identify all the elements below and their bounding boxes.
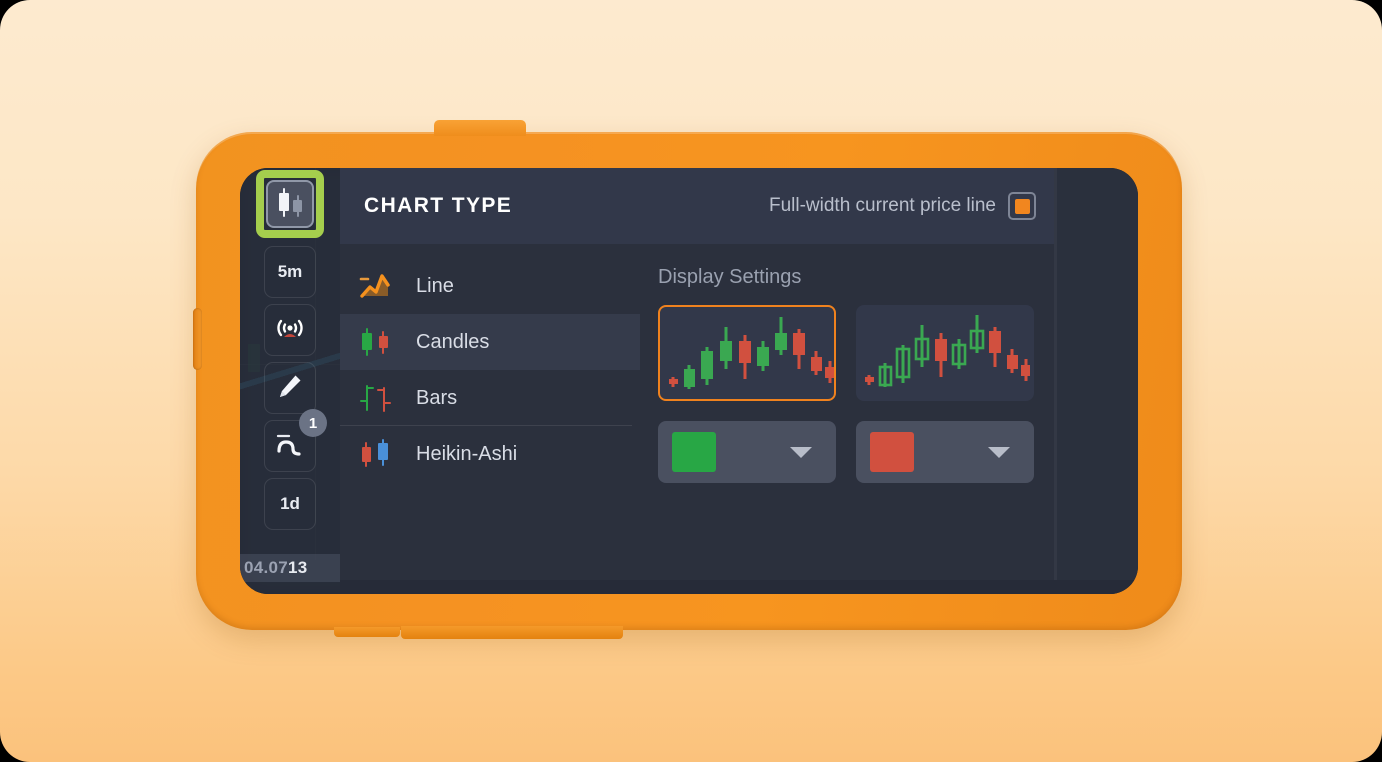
panel-bottom-edge [340,580,1138,594]
phone-side-button[interactable] [193,308,202,370]
bull-color-picker[interactable] [658,421,836,483]
color-picker-row [658,421,1054,483]
hollow-candles-preview[interactable] [856,305,1034,401]
sidebar-item-chart-type[interactable] [264,178,316,230]
filled-candles-preview[interactable] [658,305,836,401]
candle-icon [266,180,314,228]
chevron-down-icon[interactable] [988,447,1010,458]
chart-type-label: Bars [416,386,458,409]
checkbox-checked-icon[interactable] [1008,192,1036,220]
indicator-count-badge: 1 [299,409,327,437]
sidebar-item-alerts[interactable] [264,304,316,356]
pencil-icon [275,371,305,406]
bull-color-swatch [672,432,716,472]
time-axis-label: 04.07 13 [240,554,342,582]
bars-icon [358,381,396,415]
bear-color-picker[interactable] [856,421,1034,483]
sidebar-item-label: 1d [280,494,300,513]
sidebar-item-timeframe-5m[interactable]: 5m [264,246,316,298]
filled-candle-chart [669,317,834,389]
sidebar-item-timeframe-1d[interactable]: 1d [264,478,316,530]
chart-type-panel: CHART TYPE Full-width current price line [340,168,1054,594]
sidebar-item-drawing-tools[interactable] [264,362,316,414]
panel-header: CHART TYPE Full-width current price line [340,168,1054,244]
sidebar-item-label: 5m [277,262,303,281]
full-width-price-line-toggle[interactable]: Full-width current price line [769,168,1036,244]
panel-body: Line Candles [340,244,1054,594]
panel-right-gutter [1054,168,1138,594]
chart-type-label: Candles [416,330,490,353]
chart-type-option-heikin-ashi[interactable]: Heikin-Ashi [340,426,640,482]
phone-frame: 5m [193,120,1182,639]
highlight-box [256,170,324,238]
chart-type-label: Heikin-Ashi [416,442,518,465]
page-title: CHART TYPE [364,194,513,217]
chart-type-label: Line [416,274,454,297]
panel-edge-divider [1054,168,1057,594]
chevron-down-icon[interactable] [790,447,812,458]
wave-icon [273,429,307,464]
phone-bottom-button-1[interactable] [334,627,400,637]
checkbox-fill [1014,198,1030,214]
chart-type-option-line[interactable]: Line [340,258,640,314]
full-width-price-line-label: Full-width current price line [768,195,996,216]
candle-style-preview-row [658,305,1054,401]
sidebar-item-indicators[interactable]: 1 [264,409,327,472]
time-axis-hour: 13 [288,558,308,577]
chart-type-list: Line Candles [340,244,640,594]
line-chart-icon [358,269,396,303]
phone-bottom-button-3[interactable] [486,626,623,639]
phone-bottom-button-2[interactable] [401,626,499,639]
phone-screen: 5m [240,168,1138,594]
chart-toolbar: 5m [240,168,342,594]
chart-type-option-bars[interactable]: Bars [340,370,640,426]
candles-icon [358,325,396,359]
display-settings-title: Display Settings [658,266,802,288]
chart-type-option-candles[interactable]: Candles [340,314,640,370]
display-settings-section: Display Settings [640,244,1054,594]
heikin-ashi-icon [358,437,396,471]
hollow-candle-chart [865,315,1031,387]
phone-top-button[interactable] [434,120,526,136]
bear-color-swatch [870,432,914,472]
time-axis-date: 04.07 [244,558,289,577]
signal-icon [274,315,306,346]
